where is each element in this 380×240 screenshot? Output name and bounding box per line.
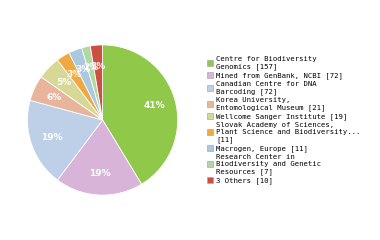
Text: 6%: 6%	[46, 93, 61, 102]
Text: 2%: 2%	[83, 63, 98, 72]
Text: 19%: 19%	[41, 133, 62, 142]
Text: 3%: 3%	[75, 65, 90, 74]
Text: 3%: 3%	[90, 62, 106, 71]
Text: 5%: 5%	[56, 78, 71, 87]
Text: 3%: 3%	[66, 70, 82, 78]
Wedge shape	[27, 100, 103, 180]
Wedge shape	[57, 120, 142, 195]
Wedge shape	[69, 48, 103, 120]
Wedge shape	[90, 45, 103, 120]
Wedge shape	[57, 53, 103, 120]
Wedge shape	[103, 45, 178, 184]
Wedge shape	[82, 46, 103, 120]
Text: 41%: 41%	[144, 101, 165, 110]
Wedge shape	[30, 77, 103, 120]
Legend: Centre for Biodiversity
Genomics [157], Mined from GenBank, NCBI [72], Canadian : Centre for Biodiversity Genomics [157], …	[207, 56, 361, 184]
Wedge shape	[41, 60, 103, 120]
Text: 19%: 19%	[89, 169, 111, 179]
